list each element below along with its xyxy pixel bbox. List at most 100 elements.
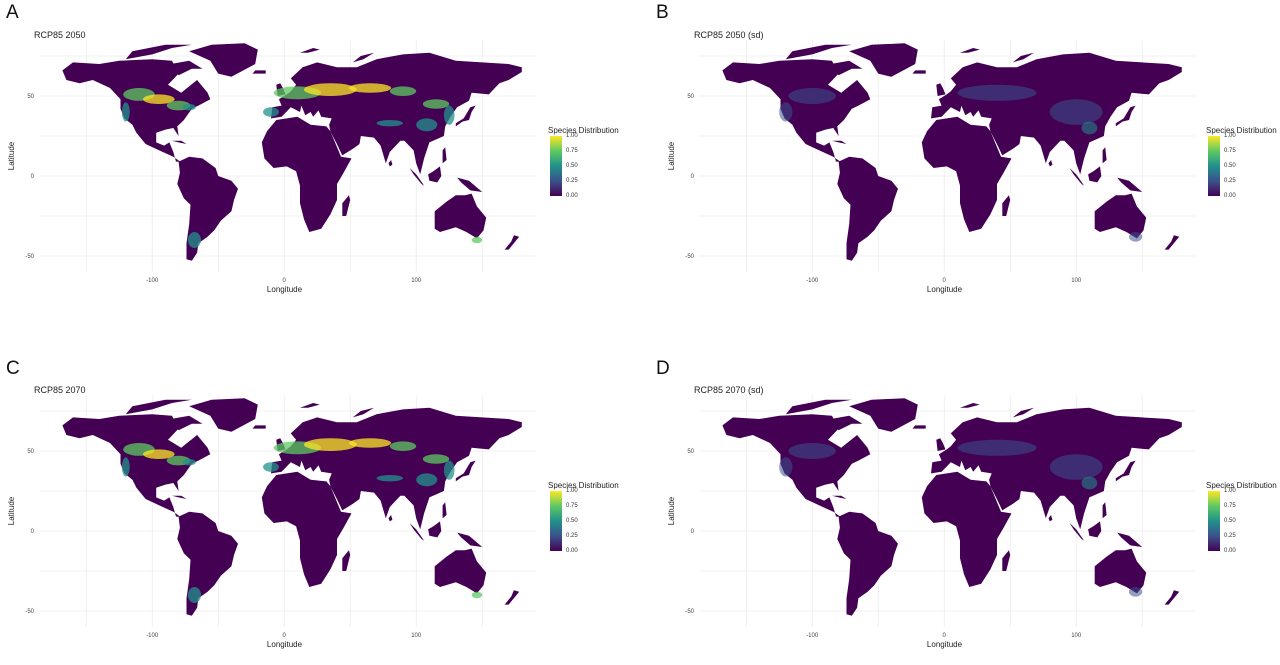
suitability-area: [422, 454, 450, 464]
landmass-south-america: [177, 156, 238, 261]
landmass-north-america: [722, 414, 871, 519]
legend-tick-label: 0.75: [566, 148, 578, 154]
island-baffin: [830, 415, 863, 431]
legend-tick-label: 0.75: [566, 503, 578, 509]
island-britain: [936, 438, 946, 451]
y-tick-label: -50: [25, 254, 34, 260]
island-japan: [455, 105, 476, 127]
landmass-africa: [261, 116, 352, 232]
island-madagascar: [1002, 550, 1011, 571]
landmass-arabia: [330, 483, 361, 511]
y-tick-label: 50: [27, 94, 34, 100]
panel-letter-d: D: [656, 358, 670, 379]
suitability-area: [182, 104, 196, 111]
island-sumatra: [1069, 168, 1085, 186]
suitability-area: [1129, 587, 1143, 597]
suitability-layer: [121, 438, 483, 603]
legend-title: Species Distribution: [1206, 126, 1277, 135]
island-philippines: [1102, 147, 1107, 164]
suitability-area: [1049, 454, 1103, 480]
suitability-area: [304, 83, 357, 96]
y-tick-label: -50: [25, 609, 34, 615]
island-arctic-islands: [125, 44, 192, 60]
legend-tick-label: 1.00: [566, 488, 578, 494]
suitability-area: [376, 120, 403, 127]
landmass-australia: [434, 548, 487, 594]
island-philippines: [442, 502, 447, 519]
suitability-area: [142, 449, 175, 459]
island-baffin: [170, 415, 203, 431]
island-madagascar: [342, 195, 351, 216]
landmass-south-america: [837, 156, 898, 261]
y-axis-label: Latitude: [7, 141, 16, 170]
island-novaya-zemlya: [1012, 407, 1034, 418]
y-tick-label: 50: [27, 449, 34, 455]
island-sumatra: [409, 523, 425, 541]
island-new-zealand: [504, 590, 520, 605]
suitability-area: [263, 462, 279, 472]
y-tick-label: -50: [685, 254, 694, 260]
island-iceland: [252, 70, 266, 74]
legend-tick-label: 0.00: [1224, 548, 1236, 554]
suitability-area: [304, 438, 357, 451]
x-tick-label: 100: [1071, 633, 1082, 639]
landmass-greenland: [189, 398, 258, 432]
landmass-australia: [434, 193, 487, 239]
island-madagascar: [1002, 195, 1011, 216]
landmass-africa: [261, 471, 352, 587]
legend-tick-label: 0.50: [1224, 163, 1236, 169]
island-iceland: [912, 70, 926, 74]
island-novaya-zemlya: [1012, 52, 1034, 63]
island-new-guinea: [1117, 177, 1143, 192]
suitability-area: [389, 441, 417, 451]
y-tick-label: 50: [687, 449, 694, 455]
landmass-australia: [1094, 548, 1147, 594]
island-new-guinea: [457, 532, 483, 547]
island-philippines: [1102, 502, 1107, 519]
legend-title: Species Distribution: [548, 481, 619, 490]
island-new-zealand: [1164, 235, 1180, 250]
suitability-area: [187, 232, 202, 248]
suitability-layer: [779, 84, 1143, 242]
island-new-guinea: [457, 177, 483, 192]
land-layer: [62, 398, 522, 616]
legend-c: Species Distribution 1.00 0.75 0.50 0.25…: [548, 481, 628, 561]
legend-tick-label: 0.25: [566, 533, 578, 539]
island-madagascar: [342, 550, 351, 571]
suitability-area: [348, 83, 392, 93]
x-tick-label: 0: [943, 633, 947, 639]
y-tick-label: 50: [687, 94, 694, 100]
panel-title-c: RCP85 2070: [34, 385, 86, 395]
suitability-area: [1049, 99, 1103, 125]
suitability-area: [416, 473, 438, 487]
legend-tick-label: 0.00: [566, 548, 578, 554]
suitability-area: [348, 438, 392, 448]
suitability-area: [121, 102, 130, 122]
suitability-area: [376, 475, 403, 482]
x-axis-label: Longitude: [267, 285, 303, 294]
legend-title: Species Distribution: [548, 126, 619, 135]
suitability-area: [187, 587, 202, 603]
island-novaya-zemlya: [352, 52, 374, 63]
x-tick-label: -100: [146, 278, 159, 284]
suitability-area: [416, 118, 438, 132]
island-japan: [1115, 105, 1136, 127]
y-axis-label: Latitude: [7, 496, 16, 525]
landmass-australia: [1094, 193, 1147, 239]
island-cuba: [832, 495, 847, 499]
x-tick-label: 0: [283, 633, 287, 639]
island-new-zealand: [504, 235, 520, 250]
map-panel-c: -100 0 100 50 0 -50 Longitude Latitude: [7, 395, 535, 649]
landmass-north-america: [62, 59, 211, 164]
map-panel-d: -100 0 100 50 0 -50 Longitude Latitude: [667, 395, 1195, 649]
island-sri-lanka: [388, 160, 393, 167]
suitability-area: [389, 86, 417, 96]
suitability-layer: [121, 83, 483, 248]
landmass-south-america: [177, 511, 238, 616]
suitability-area: [957, 84, 1037, 101]
island-cuba: [172, 495, 187, 499]
island-svalbard: [300, 48, 320, 53]
y-axis-label: Latitude: [667, 141, 676, 170]
island-iceland: [252, 425, 266, 429]
suitability-area: [471, 591, 483, 599]
